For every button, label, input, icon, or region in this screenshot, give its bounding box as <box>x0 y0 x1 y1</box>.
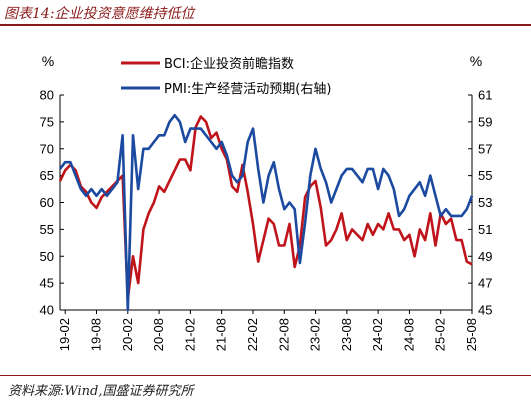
x-tick-label: 21-02 <box>182 318 197 351</box>
chart-ticks: % % 40 45 50 55 60 65 70 75 80 45 47 49 51 53 55 57 59 61 19… <box>40 53 493 351</box>
x-tick-label: 24-02 <box>370 318 385 351</box>
x-tick-label: 21-08 <box>214 318 229 351</box>
pmi-series-line <box>58 113 474 312</box>
x-tick-label: 19-02 <box>57 318 72 351</box>
left-tick-label: 50 <box>40 249 54 264</box>
right-tick-label: 49 <box>478 249 492 264</box>
x-tick-label: 23-08 <box>339 318 354 351</box>
left-axis-unit: % <box>42 53 54 69</box>
right-tick-label: 51 <box>478 222 492 237</box>
x-tick-label: 22-02 <box>245 318 260 351</box>
x-tick-label: 19-08 <box>89 318 104 351</box>
left-tick-label: 80 <box>40 88 54 103</box>
left-tick-label: 65 <box>40 168 54 183</box>
right-tick-label: 59 <box>478 114 492 129</box>
figure-title: 图表14:企业投资意愿维持低位 <box>4 6 195 22</box>
left-tick-label: 40 <box>40 303 54 318</box>
legend-label-pmi: PMI:生产经营活动预期(右轴) <box>164 82 331 97</box>
x-tick-label: 25-08 <box>464 318 479 351</box>
x-tick-label: 20-08 <box>151 318 166 351</box>
x-tick-label: 25-02 <box>433 318 448 351</box>
left-tick-label: 60 <box>40 195 54 210</box>
title-rule <box>0 24 531 26</box>
right-tick-label: 47 <box>478 276 492 291</box>
x-tick-label: 24-08 <box>401 318 416 351</box>
right-axis-unit: % <box>470 53 482 69</box>
chart-series <box>58 113 474 312</box>
left-tick-label: 75 <box>40 114 54 129</box>
x-tick-label: 23-02 <box>308 318 323 351</box>
chart-axes <box>59 94 473 314</box>
left-tick-label: 55 <box>40 222 54 237</box>
right-tick-label: 53 <box>478 195 492 210</box>
source-rule <box>0 375 531 376</box>
right-tick-label: 61 <box>478 88 492 103</box>
left-tick-label: 70 <box>40 141 54 156</box>
right-tick-label: 57 <box>478 141 492 156</box>
source-note: 资料来源:Wind,国盛证券研究所 <box>8 384 194 399</box>
legend-label-bci: BCI:企业投资前瞻指数 <box>164 56 294 72</box>
right-tick-label: 55 <box>478 168 492 183</box>
x-tick-label: 20-02 <box>120 318 135 351</box>
right-tick-label: 45 <box>478 303 492 318</box>
left-tick-label: 45 <box>40 276 54 291</box>
x-tick-label: 22-08 <box>276 318 291 351</box>
chart-legend: BCI:企业投资前瞻指数 PMI:生产经营活动预期(右轴) <box>121 56 331 97</box>
